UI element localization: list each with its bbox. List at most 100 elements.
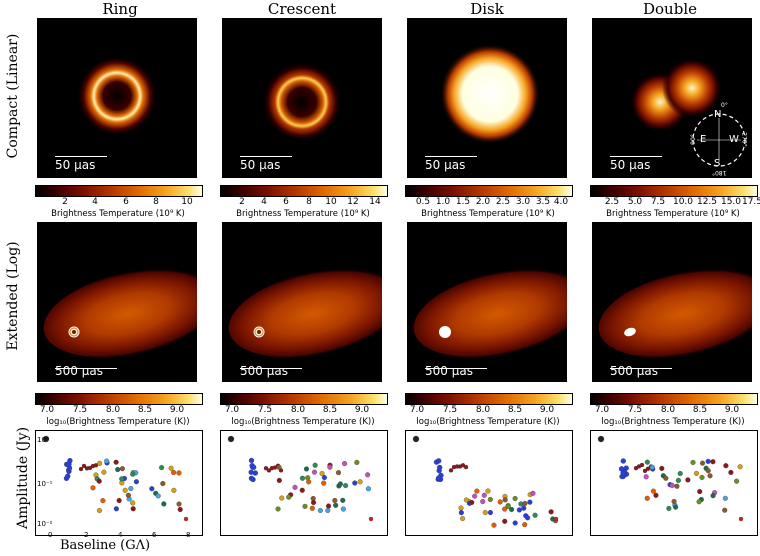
colorbar-label: Brightness Temperature (10⁹ K) [236, 209, 370, 219]
amplitude-point [620, 458, 626, 464]
amplitude-point [96, 478, 102, 484]
amplitude-plot-disk [405, 430, 573, 536]
scale-label: 50 μas [55, 158, 96, 172]
amplitude-point [266, 468, 272, 473]
amp-xtick: 4 [118, 531, 123, 539]
amplitude-point [275, 506, 281, 512]
compass-west: W [729, 134, 739, 145]
amplitude-point [553, 516, 559, 522]
amplitude-point [113, 459, 119, 465]
amplitude-point [335, 470, 342, 476]
amplitude-point [309, 505, 315, 511]
colorbar-label-log: log₁₀(Brightness Temperature (K)) [46, 417, 190, 427]
amplitude-point [642, 468, 648, 474]
amplitude-point [116, 497, 122, 504]
colorbar-disk-log [405, 393, 573, 405]
amplitude-point [643, 474, 649, 480]
colorbar-label-log: log₁₀(Brightness Temperature (K)) [601, 417, 745, 427]
colorbar-label: Brightness Temperature (10⁹ K) [421, 209, 555, 219]
amplitude-point [130, 500, 136, 506]
colorbar-ticks-double: 2.5 5.0 7.5 10.0 12.5 15.0 17.5 [604, 197, 760, 207]
amplitude-point [42, 435, 50, 443]
scale-label: 500 μas [425, 364, 473, 378]
amplitude-point [276, 477, 282, 483]
scale-bar [240, 156, 292, 157]
scale-label: 50 μas [425, 158, 466, 172]
amplitude-point [512, 520, 518, 526]
colorbar-ticks-log: 7.0 7.5 8.0 8.5 9.0 [39, 405, 185, 415]
colorbar-ticks-log: 7.0 7.5 8.0 8.5 9.0 [409, 405, 555, 415]
amplitude-point [176, 470, 182, 476]
colorbar-crescent [220, 185, 388, 197]
amplitude-point [505, 503, 511, 510]
amplitude-point [705, 468, 711, 474]
amplitude-point [119, 476, 125, 482]
amplitude-point [305, 475, 311, 481]
scale-bar [610, 368, 672, 369]
amplitude-point [365, 472, 371, 478]
amplitude-point [737, 464, 743, 470]
amplitude-point [659, 465, 665, 471]
amplitude-point [693, 470, 700, 476]
scale-bar [55, 368, 117, 369]
amplitude-point [332, 497, 338, 504]
amplitude-point [342, 461, 348, 467]
amplitude-point [644, 495, 650, 501]
amplitude-point [365, 486, 371, 492]
amplitude-point [122, 487, 128, 493]
amp-ytick: 10⁻² [37, 520, 53, 528]
amplitude-point [734, 478, 740, 484]
amplitude-point [326, 503, 332, 509]
amplitude-plot-ring [35, 430, 203, 536]
amplitude-point [722, 495, 728, 501]
amplitude-point [460, 515, 466, 522]
amplitude-point [639, 462, 645, 468]
scale-label: 500 μas [55, 364, 103, 378]
amplitude-point [527, 499, 533, 505]
amplitude-point [699, 474, 705, 480]
amplitude-point [463, 464, 469, 470]
amplitude-point [436, 475, 442, 481]
amp-xtick: 8 [186, 531, 191, 539]
amplitude-point [292, 484, 298, 490]
amplitude-point [697, 488, 703, 495]
amplitude-point [663, 475, 669, 481]
amplitude-point [669, 482, 675, 488]
amplitude-point [644, 459, 650, 465]
amplitude-point [502, 518, 508, 524]
amplitude-point [171, 469, 177, 476]
column-title-crescent: Crescent [267, 0, 337, 18]
colorbar-crescent-log [220, 393, 388, 405]
scale-bar [55, 156, 107, 157]
amplitude-point [130, 506, 136, 512]
colorbar-label: Brightness Temperature (10⁹ K) [51, 209, 185, 219]
amplitude-point [710, 459, 716, 465]
panel-ring-extended: 500 μas [37, 222, 197, 382]
amplitude-point [671, 498, 677, 505]
amplitude-point [491, 522, 497, 528]
amplitude-point [722, 507, 728, 513]
amplitude-point [710, 493, 716, 499]
panel-crescent-compact: 50 μas [222, 18, 382, 178]
amplitude-point [125, 492, 131, 498]
amplitude-point [675, 477, 681, 483]
amplitude-point [90, 485, 96, 491]
colorbar-ticks-disk: 0.5 1.0 1.5 2.0 2.5 3.0 3.5 4.0 [415, 197, 569, 207]
amplitude-point [472, 493, 478, 499]
amplitude-point [653, 492, 659, 498]
compass-icon [692, 113, 746, 167]
amplitude-point [227, 435, 235, 443]
amplitude-point [97, 460, 103, 466]
amplitude-point [521, 505, 527, 511]
amp-xtick: 0 [48, 531, 53, 539]
amplitude-point [618, 466, 625, 472]
amplitude-point [343, 483, 349, 489]
colorbar-double-log [590, 393, 758, 405]
compass-south: S [714, 158, 721, 169]
amplitude-point [437, 464, 443, 471]
amplitude-point [412, 435, 420, 443]
amplitude-point [368, 516, 374, 522]
amplitude-point [340, 497, 346, 503]
baseline-axis-label: Baseline (GΛ) [60, 538, 151, 553]
amplitude-point [685, 477, 691, 483]
